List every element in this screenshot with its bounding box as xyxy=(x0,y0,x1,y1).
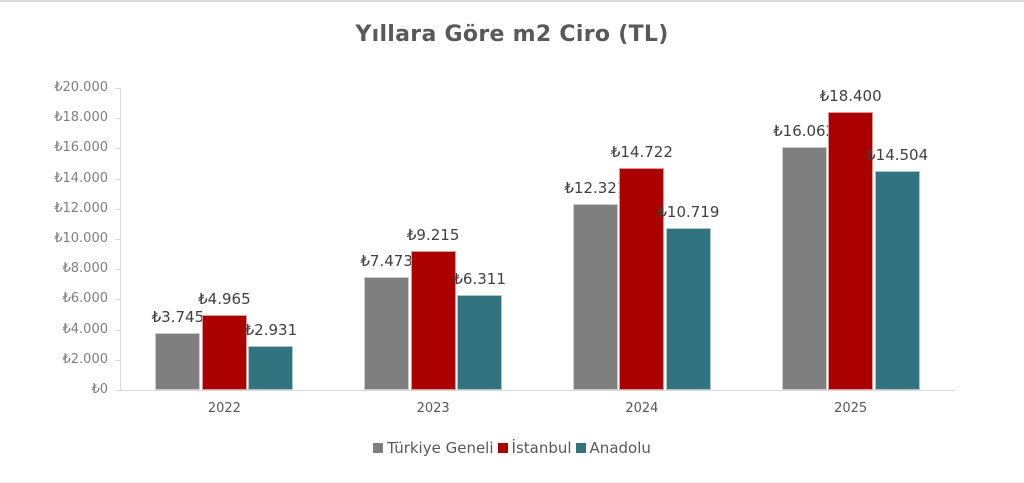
bar-i̇stanbul-2025 xyxy=(828,112,874,390)
bar-anadolu-2024 xyxy=(665,228,711,390)
legend-label: Türkiye Geneli xyxy=(387,439,494,457)
y-tick-mark xyxy=(115,88,120,89)
y-tick-label: ₺0 xyxy=(91,382,108,397)
legend-swatch-icon xyxy=(575,443,586,453)
bar-data-label: ₺4.965 xyxy=(198,290,251,309)
bar-data-label: ₺3.745 xyxy=(151,308,205,327)
legend-label: İstanbul xyxy=(511,439,572,457)
y-tick-mark xyxy=(115,148,120,150)
x-category-label: 2023 xyxy=(416,401,450,416)
chart-legend: Türkiye Geneli İstanbul Anadolu xyxy=(0,439,1024,457)
x-category-label: 2024 xyxy=(625,401,659,416)
y-tick-mark xyxy=(115,178,120,180)
legend-label: Anadolu xyxy=(589,439,651,457)
bar-data-label: ₺9.215 xyxy=(406,225,460,244)
y-tick-label: ₺14.000 xyxy=(54,170,108,186)
y-tick-mark xyxy=(115,269,120,271)
y-tick-label: ₺4.000 xyxy=(62,321,109,337)
bar-data-label: ₺6.311 xyxy=(453,269,506,288)
bar-data-label: ₺2.931 xyxy=(244,320,298,339)
bar-data-label: ₺7.473 xyxy=(360,252,413,271)
bar-data-label: ₺14.722 xyxy=(610,142,673,161)
y-tick-mark xyxy=(115,359,120,361)
bar-data-label: ₺18.400 xyxy=(819,87,882,106)
y-tick-mark xyxy=(115,329,120,331)
bar-türkiye-geneli-2023 xyxy=(364,277,410,390)
bar-data-label: ₺16.062 xyxy=(773,122,836,141)
legend-item: Türkiye Geneli xyxy=(373,439,494,457)
legend-swatch-icon xyxy=(497,443,508,453)
x-category-label: 2022 xyxy=(207,401,241,416)
bar-data-label: ₺10.719 xyxy=(657,203,720,222)
bar-türkiye-geneli-2025 xyxy=(781,147,827,390)
y-tick-mark xyxy=(115,239,120,240)
bar-data-label: ₺12.321 xyxy=(564,178,627,197)
bar-anadolu-2023 xyxy=(457,294,503,390)
bar-anadolu-2022 xyxy=(248,345,294,390)
y-tick-mark xyxy=(115,118,120,120)
y-tick-label: ₺20.000 xyxy=(54,80,108,95)
y-tick-label: ₺6.000 xyxy=(62,291,109,307)
bar-i̇stanbul-2023 xyxy=(410,250,456,390)
y-axis-line xyxy=(120,88,121,390)
bar-türkiye-geneli-2024 xyxy=(572,203,618,390)
bar-i̇stanbul-2022 xyxy=(201,315,247,390)
y-tick-label: ₺10.000 xyxy=(54,231,108,246)
legend-item: Anadolu xyxy=(575,439,651,457)
y-tick-label: ₺12.000 xyxy=(54,200,108,216)
y-tick-mark xyxy=(115,208,120,210)
y-tick-label: ₺2.000 xyxy=(62,351,109,367)
legend-swatch-icon xyxy=(373,443,384,453)
y-tick-mark xyxy=(115,299,120,301)
y-tick-label: ₺18.000 xyxy=(54,110,108,126)
x-category-label: 2025 xyxy=(834,401,868,416)
bar-i̇stanbul-2024 xyxy=(619,167,665,390)
bar-anadolu-2025 xyxy=(874,170,920,390)
y-tick-mark xyxy=(115,390,120,391)
x-axis-line xyxy=(115,390,955,391)
y-tick-label: ₺16.000 xyxy=(54,140,108,156)
bar-türkiye-geneli-2022 xyxy=(155,333,201,390)
y-tick-label: ₺8.000 xyxy=(62,261,109,277)
chart-title: Yıllara Göre m2 Ciro (TL) xyxy=(355,22,669,47)
bar-data-label: ₺14.504 xyxy=(866,145,929,164)
legend-item: İstanbul xyxy=(497,439,572,457)
chart-frame-top-border xyxy=(0,0,1024,2)
